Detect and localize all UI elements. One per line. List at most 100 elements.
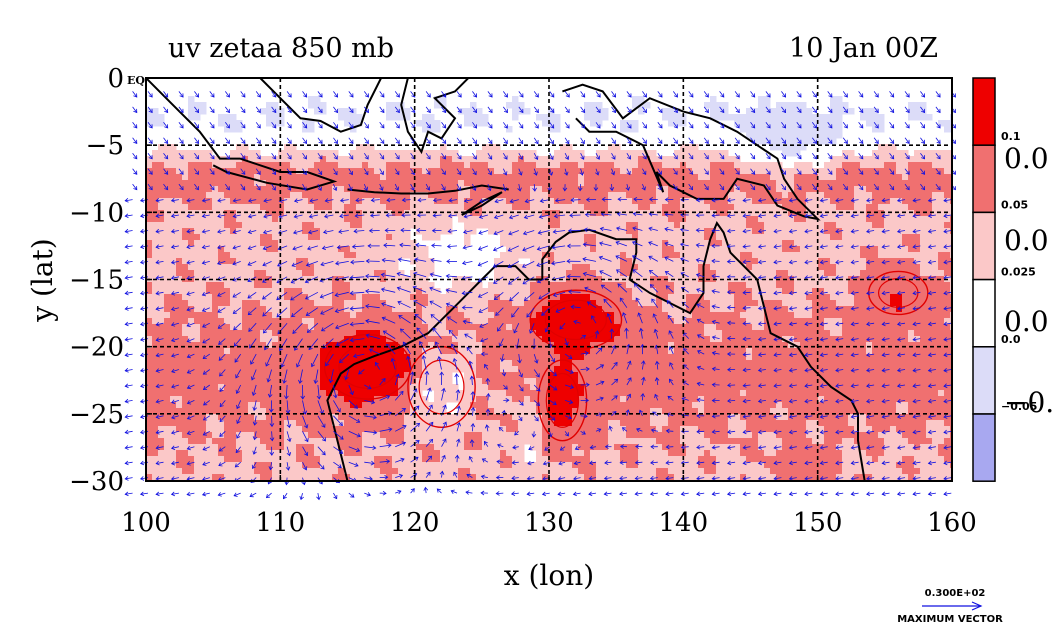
field-cell bbox=[392, 168, 399, 175]
field-cell bbox=[308, 126, 315, 133]
field-cell bbox=[752, 120, 759, 127]
field-cell bbox=[920, 354, 927, 361]
field-cell bbox=[506, 174, 513, 181]
field-cell bbox=[524, 228, 531, 235]
field-cell bbox=[734, 252, 741, 259]
field-cell bbox=[818, 270, 825, 277]
field-cell bbox=[542, 114, 549, 121]
field-cell bbox=[938, 288, 945, 295]
field-cell bbox=[536, 210, 543, 217]
field-cell bbox=[248, 228, 255, 235]
field-cell bbox=[632, 276, 639, 283]
field-cell bbox=[554, 222, 561, 229]
field-cell bbox=[806, 288, 813, 295]
field-cell bbox=[566, 144, 573, 151]
field-cell bbox=[824, 222, 831, 229]
field-cell bbox=[470, 336, 477, 343]
field-cell bbox=[398, 228, 405, 235]
field-cell bbox=[320, 300, 327, 307]
field-cell bbox=[362, 336, 369, 343]
field-cell bbox=[518, 234, 525, 241]
field-cell bbox=[710, 168, 717, 175]
field-cell bbox=[200, 348, 207, 355]
field-cell bbox=[632, 348, 639, 355]
field-cell bbox=[164, 246, 171, 253]
field-cell bbox=[296, 330, 303, 337]
field-cell bbox=[278, 120, 285, 127]
field-cell bbox=[482, 120, 489, 127]
field-cell bbox=[566, 210, 573, 217]
field-cell bbox=[824, 192, 831, 199]
field-cell bbox=[254, 246, 261, 253]
field-cell bbox=[458, 354, 465, 361]
field-cell bbox=[692, 186, 699, 193]
field-cell bbox=[422, 270, 429, 277]
field-cell bbox=[146, 222, 153, 229]
field-cell bbox=[194, 228, 201, 235]
field-cell bbox=[728, 174, 735, 181]
field-cell bbox=[248, 180, 255, 187]
field-cell bbox=[158, 162, 165, 169]
field-cell bbox=[614, 270, 621, 277]
field-cell bbox=[620, 336, 627, 343]
field-cell bbox=[320, 150, 327, 157]
field-cell bbox=[314, 192, 321, 199]
field-cell bbox=[422, 336, 429, 343]
field-cell bbox=[608, 288, 615, 295]
field-cell bbox=[656, 258, 663, 265]
field-cell bbox=[878, 228, 885, 235]
field-cell bbox=[614, 234, 621, 241]
field-cell bbox=[410, 294, 417, 301]
field-cell bbox=[524, 192, 531, 199]
field-cell bbox=[560, 246, 567, 253]
field-cell bbox=[656, 204, 663, 211]
field-cell bbox=[554, 180, 561, 187]
field-cell bbox=[686, 246, 693, 253]
field-cell bbox=[326, 204, 333, 211]
field-cell bbox=[188, 192, 195, 199]
field-cell bbox=[656, 288, 663, 295]
field-cell bbox=[188, 162, 195, 169]
field-cell bbox=[758, 204, 765, 211]
field-cell bbox=[932, 318, 939, 325]
field-cell bbox=[542, 210, 549, 217]
field-cell bbox=[188, 96, 195, 103]
field-cell bbox=[422, 210, 429, 217]
field-cell bbox=[536, 312, 543, 319]
field-cell bbox=[536, 264, 543, 271]
field-cell bbox=[374, 162, 381, 169]
field-cell bbox=[332, 318, 339, 325]
field-cell bbox=[752, 108, 759, 115]
field-cell bbox=[914, 210, 921, 217]
field-cell bbox=[440, 144, 447, 151]
field-cell bbox=[800, 282, 807, 289]
field-cell bbox=[170, 144, 177, 151]
field-cell bbox=[944, 342, 951, 349]
field-cell bbox=[938, 150, 945, 157]
field-cell bbox=[230, 318, 237, 325]
field-cell bbox=[626, 318, 633, 325]
field-cell bbox=[236, 318, 243, 325]
field-cell bbox=[722, 294, 729, 301]
field-cell bbox=[806, 246, 813, 253]
field-cell bbox=[656, 156, 663, 163]
field-cell bbox=[908, 222, 915, 229]
field-cell bbox=[350, 228, 357, 235]
field-cell bbox=[296, 162, 303, 169]
field-cell bbox=[938, 216, 945, 223]
field-cell bbox=[434, 204, 441, 211]
field-cell bbox=[476, 222, 483, 229]
field-cell bbox=[428, 168, 435, 175]
field-cell bbox=[770, 264, 777, 271]
field-cell bbox=[380, 246, 387, 253]
field-cell bbox=[908, 162, 915, 169]
field-cell bbox=[770, 144, 777, 151]
field-cell bbox=[248, 312, 255, 319]
field-cell bbox=[620, 288, 627, 295]
field-cell bbox=[452, 306, 459, 313]
field-cell bbox=[194, 282, 201, 289]
field-cell bbox=[848, 264, 855, 271]
field-cell bbox=[944, 234, 951, 241]
field-cell bbox=[884, 252, 891, 259]
field-cell bbox=[806, 312, 813, 319]
